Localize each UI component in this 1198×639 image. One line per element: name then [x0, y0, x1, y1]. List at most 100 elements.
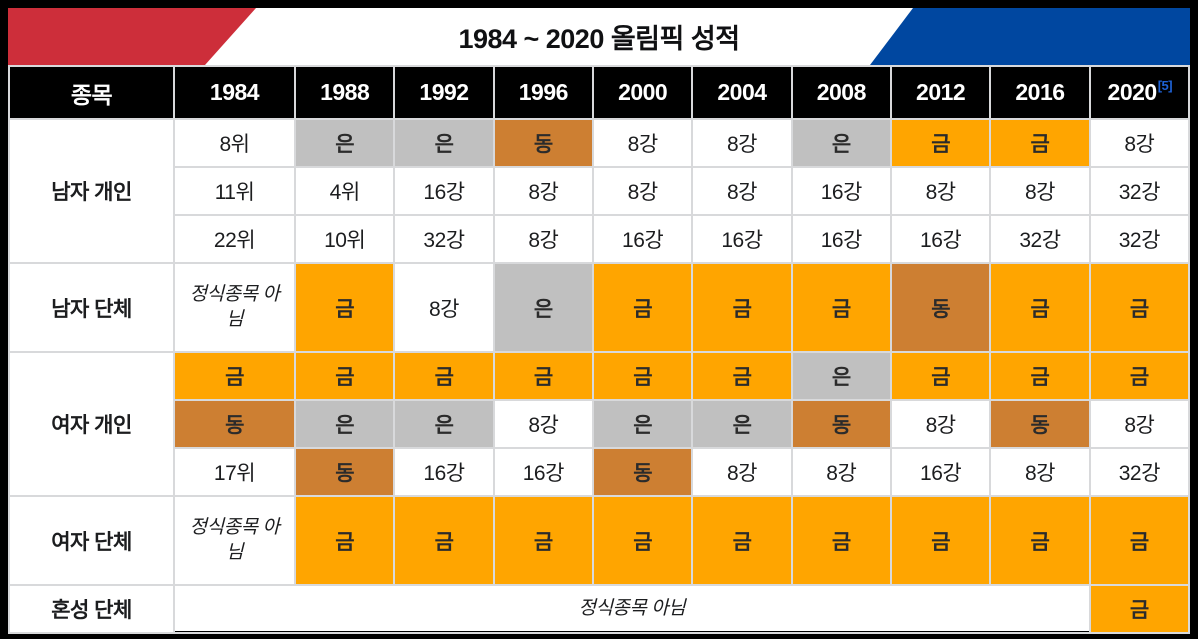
- result-cell: 8강: [591, 166, 694, 216]
- medal-cell-silver: 은: [293, 399, 396, 449]
- year-header-2000: 2000: [591, 65, 694, 120]
- medal-cell-gold: 금: [989, 118, 1091, 168]
- result-cell: 4위: [293, 166, 396, 216]
- year-header-2020: 2020[5]: [1088, 65, 1191, 120]
- result-cell: 8강: [691, 118, 793, 168]
- medal-cell-gold: 금: [691, 351, 793, 401]
- table-row: 여자 단체 정식종목 아님 금 금 금 금 금 금 금 금 금: [8, 495, 1191, 586]
- event-label: 혼성 단체: [8, 584, 175, 634]
- table-row: 혼성 단체 정식종목 아님 금: [8, 584, 1191, 634]
- title-band: 1984 ~ 2020 올림픽 성적: [8, 8, 1190, 65]
- year-header-1992: 1992: [393, 65, 495, 120]
- result-cell: 32강: [1088, 214, 1191, 264]
- medal-cell-gold: 금: [1088, 495, 1191, 586]
- table-row: 남자 단체 정식종목 아님 금 8강 은 금 금 금 동 금 금: [8, 262, 1191, 353]
- event-label: 여자 개인: [8, 351, 175, 497]
- medal-cell-gold: 금: [989, 495, 1091, 586]
- result-cell: 16강: [790, 214, 892, 264]
- medal-cell-bronze: 동: [492, 118, 594, 168]
- table-inner: 1984 ~ 2020 올림픽 성적 종목 1984 1988 1992 1996 200…: [8, 8, 1191, 634]
- medal-cell-gold: 금: [691, 262, 793, 353]
- medal-cell-bronze: 동: [790, 399, 892, 449]
- event-label: 여자 단체: [8, 495, 175, 586]
- medal-cell-bronze: 동: [889, 262, 992, 353]
- table-row: 남자 개인 8위 은 은 동 8강 8강 은 금 금 8강: [8, 118, 1191, 264]
- result-cell: 8강: [1088, 118, 1191, 168]
- result-cell: 8강: [393, 262, 495, 353]
- medal-cell-gold: 금: [1088, 584, 1191, 634]
- result-cell: 8강: [691, 166, 793, 216]
- medal-cell-bronze: 동: [591, 447, 694, 497]
- table-row: 동 은 은 8강 은 은 동 8강 동 8강: [9, 399, 1191, 449]
- medal-cell-gold: 금: [492, 495, 594, 586]
- year-header-1988: 1988: [293, 65, 396, 120]
- result-cell: 10위: [293, 214, 396, 264]
- event-label: 남자 단체: [8, 262, 175, 353]
- medal-cell-silver: 은: [591, 399, 694, 449]
- result-cell: 32강: [393, 214, 495, 264]
- results-tbody: 남자 개인 8위 은 은 동 8강 8강 은 금 금 8강 11위 4위 16강 8강 8강 8강 16강 8강 8강…: [8, 118, 1191, 634]
- result-cell: 16강: [691, 214, 793, 264]
- medal-cell-gold: 금: [293, 351, 396, 401]
- result-cell: 16강: [790, 166, 892, 216]
- medal-cell-gold: 금: [492, 351, 594, 401]
- medal-cell-gold: 금: [173, 351, 296, 401]
- year-header-2004: 2004: [691, 65, 793, 120]
- medal-cell-bronze: 동: [293, 447, 396, 497]
- result-cell: 32강: [1088, 447, 1191, 497]
- result-cell: 정식종목 아님: [173, 262, 296, 353]
- year-header-2008: 2008: [790, 65, 892, 120]
- medal-cell-silver: 은: [790, 351, 892, 401]
- medal-cell-gold: 금: [293, 262, 396, 353]
- medal-cell-gold: 금: [691, 495, 793, 586]
- result-cell: 8강: [691, 447, 793, 497]
- result-cell: 8강: [889, 399, 992, 449]
- result-cell: 8강: [492, 214, 594, 264]
- flag-blue-shape: [870, 8, 1190, 65]
- event-column-header: 종목: [8, 65, 175, 120]
- medal-cell-gold: 금: [591, 495, 694, 586]
- reference-link[interactable]: [5]: [1157, 78, 1173, 94]
- result-cell: 8강: [492, 166, 594, 216]
- medal-cell-gold: 금: [790, 495, 892, 586]
- year-header-2012: 2012: [889, 65, 992, 120]
- year-header-1984: 1984: [173, 65, 296, 120]
- medal-cell-bronze: 동: [173, 399, 296, 449]
- result-cell: 17위: [173, 447, 296, 497]
- result-cell: 정식종목 아님: [173, 495, 296, 586]
- medal-cell-gold: 금: [1088, 351, 1191, 401]
- result-cell: 8위: [173, 118, 296, 168]
- medal-cell-silver: 은: [691, 399, 793, 449]
- result-cell: 8강: [492, 399, 594, 449]
- result-cell: 8강: [989, 166, 1091, 216]
- medal-cell-gold: 금: [591, 262, 694, 353]
- result-cell: 8강: [591, 118, 694, 168]
- medal-cell-gold: 금: [889, 118, 992, 168]
- result-cell: 8강: [1088, 399, 1191, 449]
- year-header-2016: 2016: [989, 65, 1091, 120]
- result-cell: 8강: [790, 447, 892, 497]
- table-row: 17위 동 16강 16강 동 8강 8강 16강 8강 32강: [9, 447, 1191, 497]
- result-cell: 16강: [889, 214, 992, 264]
- result-cell: 8강: [989, 447, 1091, 497]
- year-header-row: 종목 1984 1988 1992 1996 2000 2004 2008 2012 2016 20…: [8, 65, 1191, 120]
- medal-cell-gold: 금: [293, 495, 396, 586]
- table-row: 11위 4위 16강 8강 8강 8강 16강 8강 8강 32강: [9, 166, 1191, 216]
- medal-cell-gold: 금: [889, 351, 992, 401]
- medal-cell-gold: 금: [889, 495, 992, 586]
- medal-cell-gold: 금: [1088, 262, 1191, 353]
- result-cell: 16강: [591, 214, 694, 264]
- olympic-results-table: 종목 1984 1988 1992 1996 2000 2004 2008 2012 2016 20…: [8, 65, 1191, 634]
- medal-cell-gold: 금: [790, 262, 892, 353]
- table-row: 여자 개인 금 금 금 금 금 금 은 금 금 금: [8, 351, 1191, 497]
- medal-cell-bronze: 동: [989, 399, 1091, 449]
- page-title: 1984 ~ 2020 올림픽 성적: [458, 24, 740, 54]
- result-cell: 정식종목 아님: [173, 584, 1091, 634]
- result-cell: 16강: [889, 447, 992, 497]
- result-cell: 32강: [1088, 166, 1191, 216]
- result-cell: 32강: [989, 214, 1091, 264]
- result-cell: 16강: [393, 166, 495, 216]
- medal-cell-silver: 은: [790, 118, 892, 168]
- table-row: 22위 10위 32강 8강 16강 16강 16강 16강 32강 32강: [9, 214, 1191, 264]
